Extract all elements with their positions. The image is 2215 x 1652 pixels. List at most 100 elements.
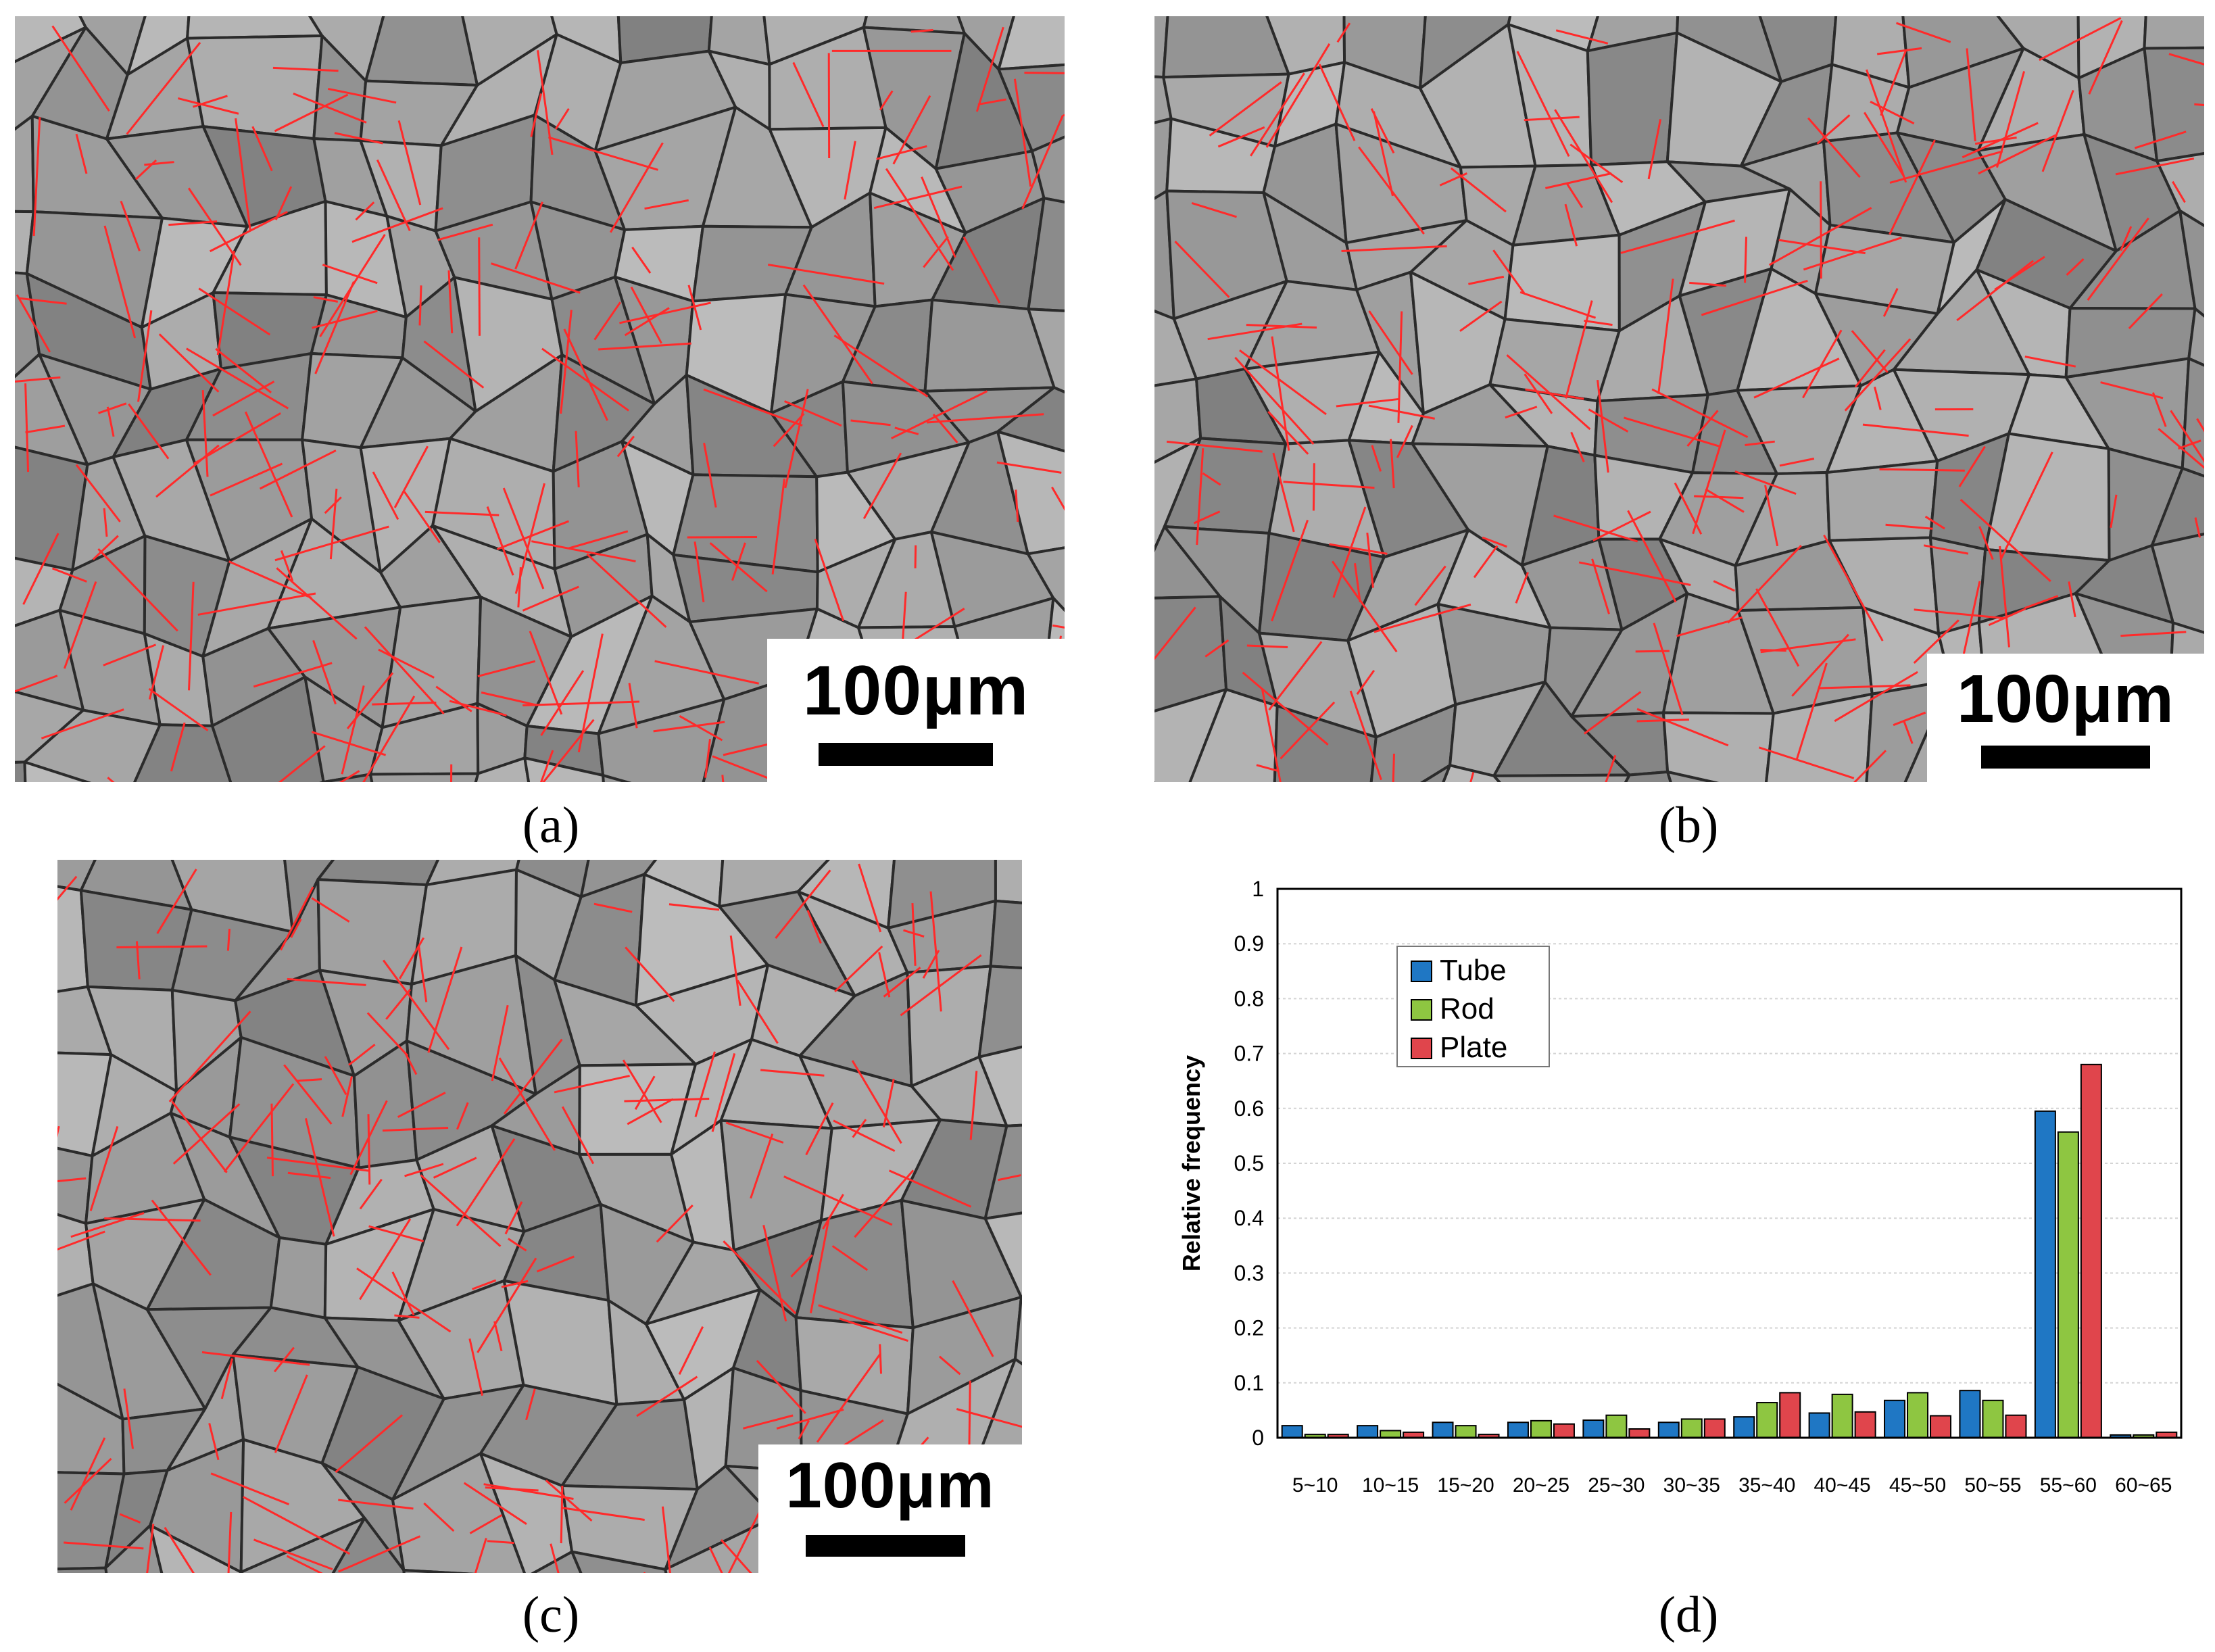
twin-line xyxy=(1844,338,1912,412)
x-tick-label: 20~25 xyxy=(1513,1474,1569,1497)
scale-bar-a: 100μm xyxy=(767,639,1065,782)
twin-line xyxy=(243,1496,351,1555)
twin-line xyxy=(783,400,842,427)
twin-line xyxy=(226,928,231,951)
twin-line xyxy=(404,491,441,543)
twin-line xyxy=(1450,167,1507,213)
twin-line xyxy=(929,891,942,1012)
twin-line xyxy=(378,648,435,679)
twin-line xyxy=(540,670,585,736)
grain xyxy=(1026,546,1065,612)
x-tick-label: 60~65 xyxy=(2115,1474,2172,1497)
twin-line xyxy=(1439,172,1468,187)
twin-line xyxy=(2120,631,2187,637)
twin-line xyxy=(322,264,378,285)
twin-line xyxy=(1356,669,1376,696)
twin-line xyxy=(287,977,366,986)
twin-line xyxy=(996,461,1062,474)
grain xyxy=(997,16,1065,71)
y-tick-label: 0.1 xyxy=(1234,1371,1264,1395)
twin-line xyxy=(170,722,186,772)
twin-line xyxy=(2039,17,2122,62)
twin-line xyxy=(1261,688,1282,782)
twin-line xyxy=(1713,580,1735,592)
twin-line xyxy=(1234,356,1315,445)
twin-line xyxy=(1242,671,1329,746)
twin-line xyxy=(1686,410,1719,447)
twin-line xyxy=(839,1317,908,1342)
twin-line xyxy=(760,1069,825,1077)
twin-line xyxy=(1051,486,1065,511)
scale-bar-b: 100μm xyxy=(1927,654,2204,782)
twin-line xyxy=(287,1171,331,1180)
twin-line xyxy=(1862,423,1969,437)
twin-line xyxy=(146,1524,155,1573)
twin-line xyxy=(367,1114,371,1185)
twin-line xyxy=(1578,561,1691,586)
twin-line xyxy=(362,696,416,782)
twin-line xyxy=(2151,392,2167,427)
x-tick-label: 45~50 xyxy=(1889,1474,1946,1497)
twin-line xyxy=(1893,711,1926,727)
twin-line xyxy=(171,1100,228,1173)
twin-line xyxy=(1958,445,1986,487)
twin-line xyxy=(890,390,988,439)
twin-line xyxy=(290,918,302,938)
twin-line xyxy=(1978,526,1994,560)
twin-line xyxy=(822,1194,844,1230)
twin-line xyxy=(1209,81,1282,137)
twin-line xyxy=(1755,588,1800,667)
twin-line xyxy=(158,333,220,393)
twin-line xyxy=(435,685,472,712)
twin-line xyxy=(668,903,720,911)
twin-line xyxy=(1250,72,1305,157)
twin-line xyxy=(209,210,288,253)
twin-line xyxy=(1268,641,1323,711)
twin-line xyxy=(123,1388,134,1449)
legend: Tube Rod Plate xyxy=(1396,946,1550,1067)
twin-line xyxy=(1336,22,1351,43)
bar-plate-20~25 xyxy=(1553,1423,1575,1439)
twin-line xyxy=(1373,111,1394,197)
twin-line xyxy=(168,1011,251,1102)
bar-rod-45~50 xyxy=(1907,1392,1929,1439)
twin-line xyxy=(1366,532,1374,588)
twin-line xyxy=(92,535,119,560)
twin-line xyxy=(107,777,115,782)
twin-line xyxy=(1635,650,1670,653)
twin-line xyxy=(932,414,958,443)
twin-line xyxy=(1760,638,1856,654)
grain xyxy=(2143,16,2204,50)
twin-line xyxy=(420,1174,502,1247)
x-tick-label: 10~15 xyxy=(1362,1474,1419,1497)
twin-line xyxy=(1803,237,1902,271)
twin-line xyxy=(16,294,51,353)
twin-line xyxy=(767,264,885,285)
twin-boundaries xyxy=(1154,17,2204,782)
twin-line xyxy=(1753,358,1840,399)
twin-line xyxy=(1914,608,2005,620)
twin-line xyxy=(1651,388,1749,439)
grain xyxy=(402,1569,475,1573)
grain xyxy=(1661,711,1775,782)
legend-swatch-rod xyxy=(1411,999,1432,1021)
twin-line xyxy=(2041,89,2074,172)
y-tick-label: 0.3 xyxy=(1234,1261,1264,1285)
twin-line xyxy=(969,1071,978,1140)
twin-line xyxy=(385,988,412,1020)
twin-line xyxy=(776,1408,844,1430)
plot-frame xyxy=(1276,888,2183,1439)
bar-rod-55~60 xyxy=(2057,1131,2079,1438)
twin-line xyxy=(228,560,312,599)
twin-line xyxy=(975,26,1004,112)
grain xyxy=(369,772,480,782)
twin-line xyxy=(328,87,397,104)
twin-line xyxy=(554,1075,630,1094)
twin-line xyxy=(151,1199,212,1276)
twin-line xyxy=(1459,300,1503,332)
twin-line xyxy=(382,1126,449,1132)
twin-line xyxy=(522,700,640,706)
twin-line xyxy=(324,496,342,514)
twin-line xyxy=(64,1541,144,1550)
twin-line xyxy=(503,1038,563,1115)
